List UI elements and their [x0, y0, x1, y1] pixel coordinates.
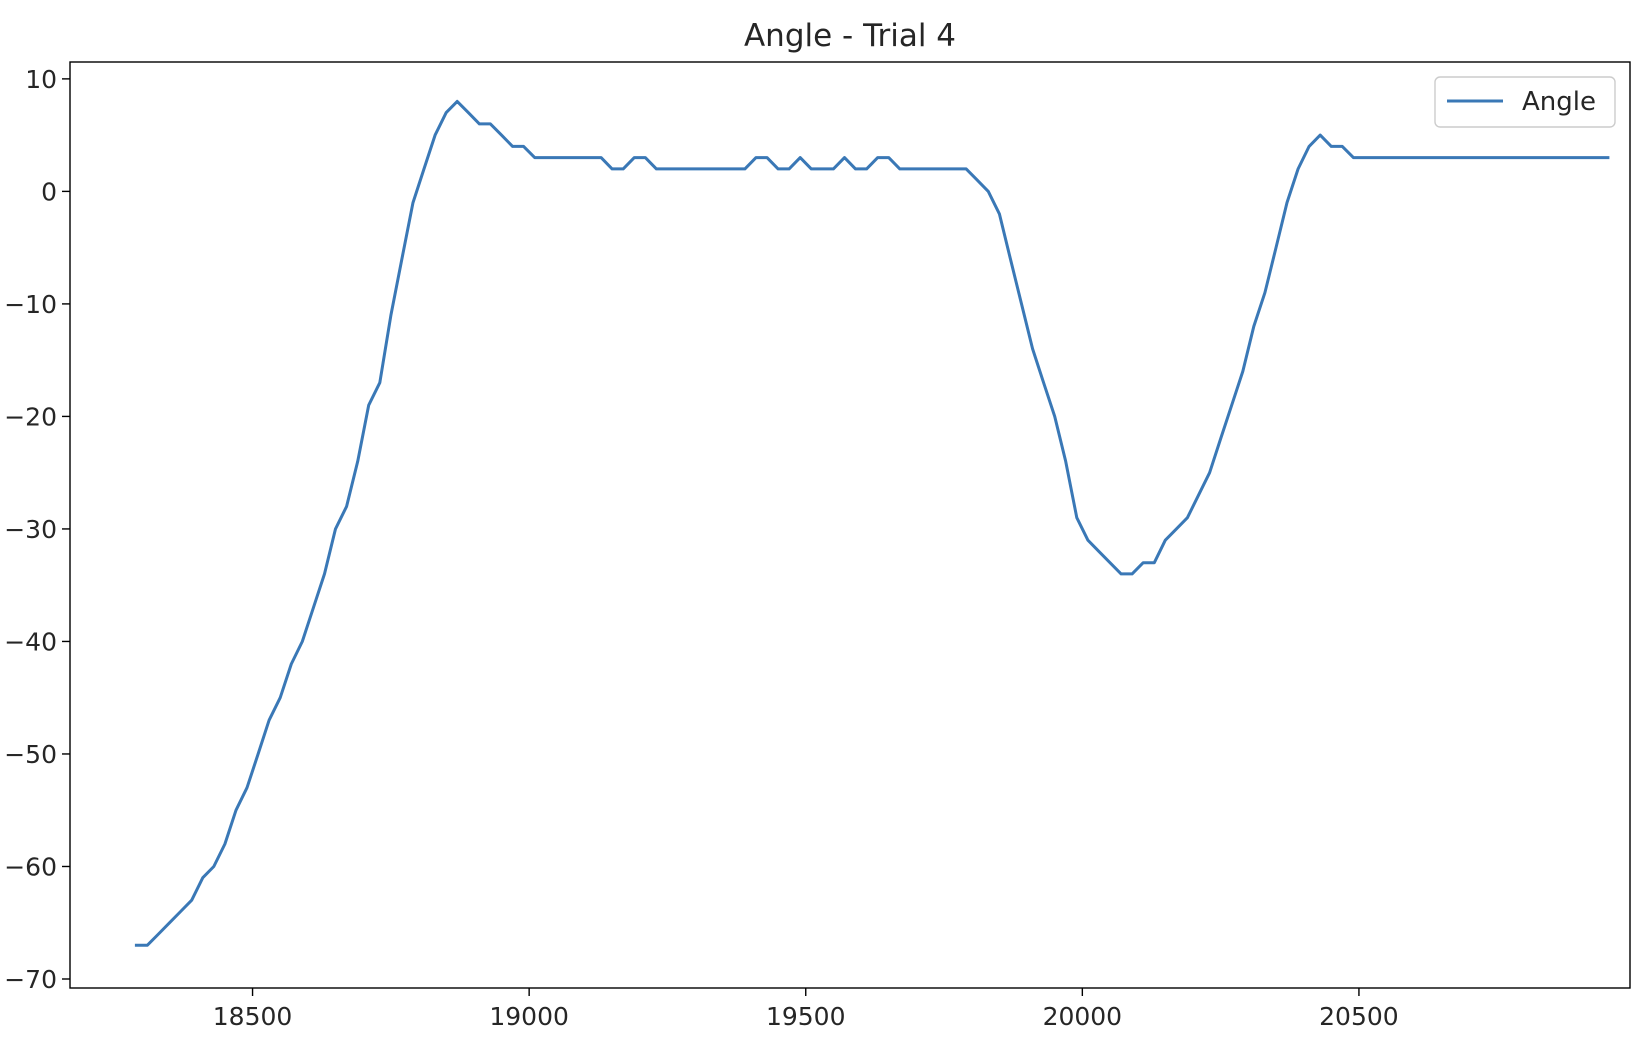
axis-ticks: 18500 19000 19500 20000 20500 10 0 −10 −20 −30 −40… — [4, 65, 1398, 1031]
x-tick-label: 20000 — [1043, 1002, 1123, 1031]
x-tick-label: 20500 — [1319, 1002, 1399, 1031]
plot-background — [70, 62, 1630, 988]
x-tick-label: 18500 — [213, 1002, 293, 1031]
plot-frame — [69, 61, 1631, 989]
y-tick-label: −60 — [4, 852, 57, 881]
y-tick-label: −20 — [4, 402, 57, 431]
chart-title: Angle - Trial 4 — [744, 18, 956, 54]
legend-box — [1434, 76, 1616, 128]
legend-label-angle: Angle — [1522, 87, 1596, 117]
x-tick-label: 19000 — [489, 1002, 569, 1031]
x-tick-label: 19500 — [766, 1002, 846, 1031]
y-tick-label: 0 — [41, 177, 57, 206]
y-tick-label: −30 — [4, 515, 57, 544]
legend: Angle — [1434, 76, 1616, 128]
series-layer — [134, 99, 1610, 947]
y-tick-label: −70 — [4, 965, 57, 994]
y-tick-label: −10 — [4, 290, 57, 319]
y-tick-label: −50 — [4, 740, 57, 769]
series-line-angle — [134, 99, 1610, 947]
y-tick-label: −40 — [4, 627, 57, 656]
y-tick-label: 10 — [25, 65, 57, 94]
